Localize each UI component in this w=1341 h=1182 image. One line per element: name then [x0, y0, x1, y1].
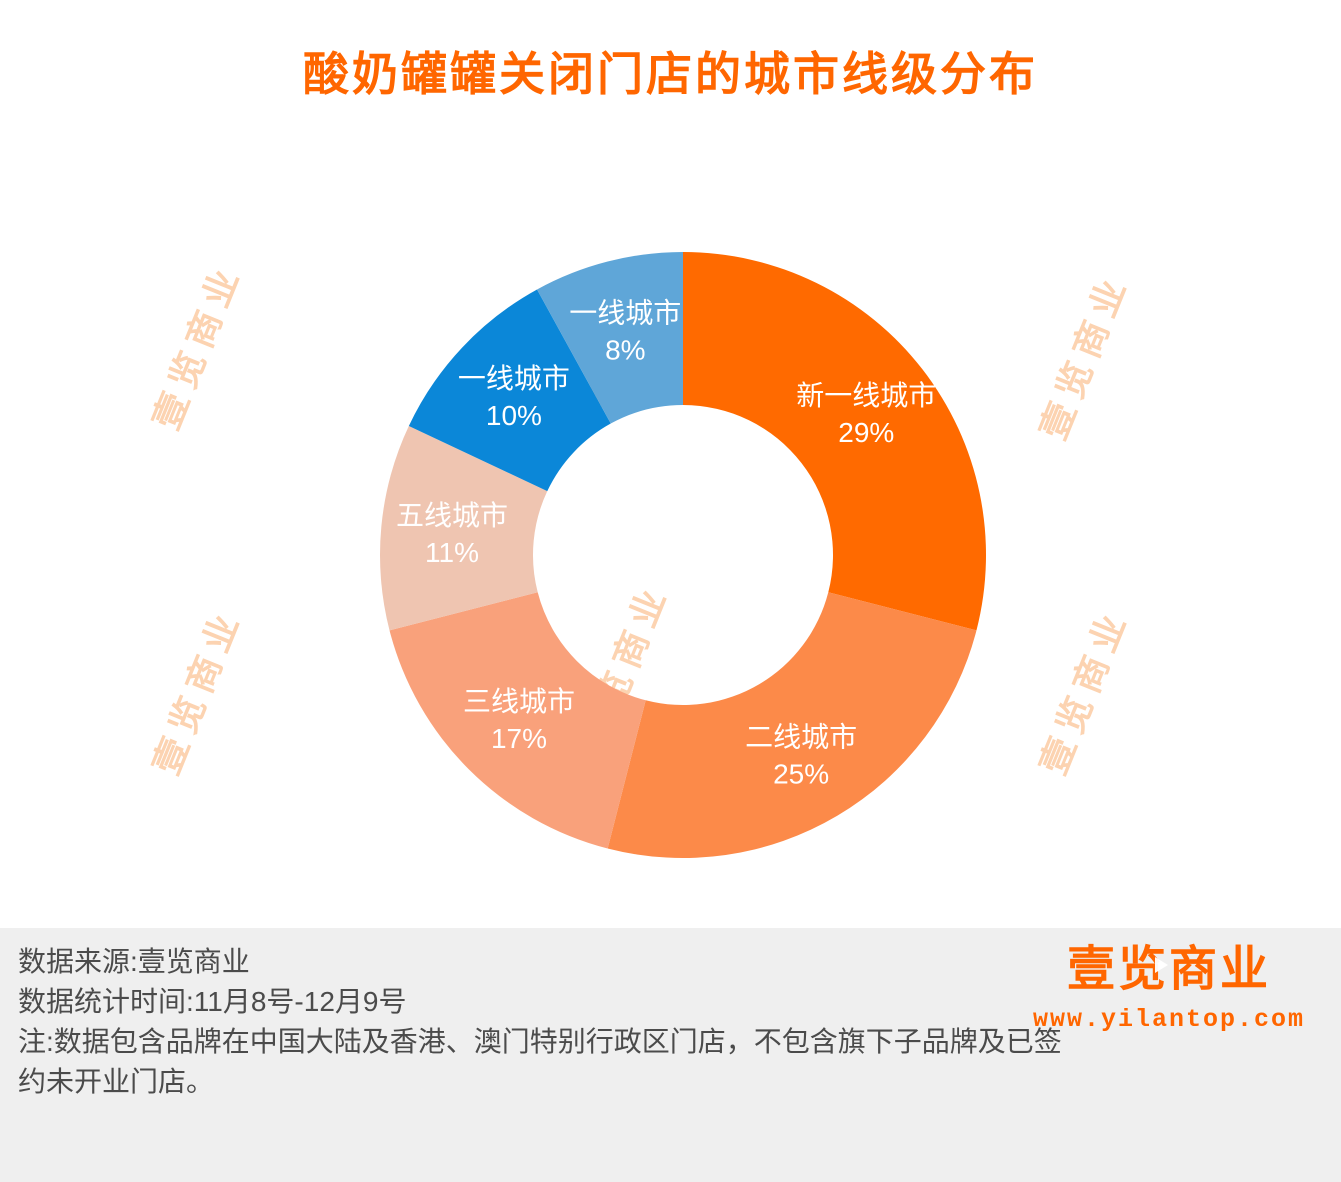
data-period-text: 数据统计时间:11月8号-12月9号 [18, 986, 407, 1017]
donut-slice-4 [408, 289, 611, 492]
website-text: www.yilantop.com [1032, 1004, 1306, 1034]
donut-slice-3 [380, 425, 548, 631]
slice-label-4: 一线城市 10% [458, 363, 570, 431]
footer: 数据来源:壹览商业 数据统计时间:11月8号-12月9号 注:数据包含品牌在中国… [0, 928, 1341, 1182]
footer-notes: 数据来源:壹览商业 数据统计时间:11月8号-12月9号 注:数据包含品牌在中国… [18, 942, 1074, 1102]
logo-triangle-icon [1154, 957, 1168, 973]
slice-label-1: 二线城市 25% [745, 722, 857, 790]
data-source-text: 数据来源:壹览商业 [18, 946, 250, 977]
chart-title: 酸奶罐罐关闭门店的城市线级分布 [303, 48, 1038, 100]
donut-slice-2 [389, 592, 646, 849]
slice-label-3: 五线城市 11% [396, 500, 508, 568]
donut-slice-0 [683, 252, 986, 631]
donut-slice-5 [537, 252, 683, 424]
data-note-text: 注:数据包含品牌在中国大陆及香港、澳门特别行政区门店，不包含旗下子品牌及已签约未… [18, 1026, 1062, 1097]
logo-label: 壹览商业 [1066, 943, 1271, 996]
slice-label-2: 三线城市 17% [463, 686, 575, 754]
logo-text: 壹览商业 [1066, 943, 1271, 997]
brand-block: 壹览商业 www.yilantop.com [1019, 943, 1319, 1034]
slice-label-0: 新一线城市 29% [796, 380, 936, 448]
slice-label-5: 一线城市 8% [569, 297, 681, 365]
donut-slice-1 [607, 592, 977, 858]
